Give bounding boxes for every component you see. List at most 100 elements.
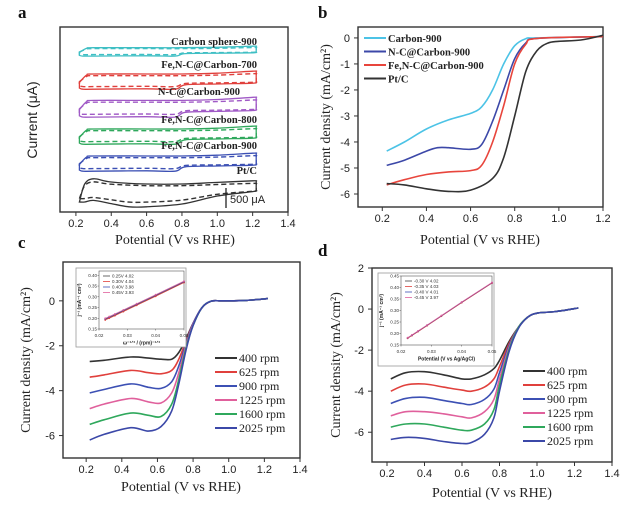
x-tick-label: 0.8 [174,218,189,230]
panel-letter: b [318,3,327,22]
inset-data-point [122,308,125,311]
x-tick-label: 0.2 [79,464,94,476]
cv-loop-solid [78,96,258,119]
inset-data-point [104,319,107,321]
inset-y-tick-label: 0.25 [88,305,97,310]
inset-y-tick-label: 0.20 [88,316,97,321]
inset-data-point [426,324,428,326]
y-tick-label: 2 [358,263,364,275]
y-tick-label: -2 [354,345,364,357]
x-tick-label: 0.6 [139,218,154,230]
y-tick-label: -2 [45,341,55,353]
x-tick-label: 0.8 [507,213,522,225]
legend-label: 900 rpm [239,379,280,393]
panel-b-lsv-plot: 0.2 0.4 0.6 0.8 1.0 1.2 0 -1 -2 -3 -4 -5 -6 Potential… [318,3,611,248]
x-tick-label: 0.6 [150,464,165,476]
inset-y-tick-label: 0.15 [88,327,97,332]
x-tick-label: 0.4 [417,468,432,480]
x-axis-label: Potential (V vs RHE) [121,480,241,495]
inset-y-tick-label: 0.30 [88,294,97,299]
legend-label: N-C@Carbon-900 [388,48,470,59]
inset-data-point [108,317,111,320]
legend-label: 2025 rpm [239,421,286,435]
y-axis-label: Current density (mA/cm²) [329,292,344,438]
legend-label: 1225 rpm [239,393,286,407]
inset-legend-label: -0.35 V 4.03 [414,284,439,289]
cv-loop-dashed [78,46,258,56]
inset-legend-label: -0.30 V 4.02 [414,279,439,284]
inset-data-point [417,330,419,332]
x-tick-label: 1.0 [551,213,566,225]
panel-a-cv-plot: 0.2 0.4 0.6 0.8 1.0 1.2 1.4 Potential (V vs RHE… [18,3,296,248]
x-tick-label: 1.4 [280,218,295,230]
inset-data-point [104,317,107,320]
inset-frame [98,270,185,330]
series-label: Fe,N-C@Carbon-700 [161,60,257,71]
inset-x-tick-label: 0.02 [95,333,104,338]
y-tick-label: 0 [49,296,55,308]
plot-frame [371,267,613,463]
series-label: N-C@Carbon-900 [158,87,240,98]
inset-y-tick-label: 0.35 [390,297,399,302]
inset-legend-label: -0.45 V 3.97 [414,295,439,300]
cv-loop-dashed [78,127,258,143]
x-tick-label: 0.2 [68,218,83,230]
cv-loop-solid [78,45,258,57]
inset-y-tick-label: 0.35 [88,284,97,289]
cv-loop-dashed [78,99,258,116]
x-tick-label: 0.8 [185,464,200,476]
series-label: Fe,N-C@Carbon-800 [161,115,257,126]
legend-label: 625 rpm [239,365,280,379]
x-axis-label: Potential (V vs RHE) [115,233,235,248]
x-tick-label: 0.2 [375,213,390,225]
y-axis-label: Current density (mA/cm²) [319,44,334,190]
inset-legend-label: 0.40V 3.98 [112,285,134,290]
inset-data-point [122,310,125,313]
series-line [386,35,604,152]
plot-frame [357,26,604,208]
scale-bar-label: 500 μA [230,194,266,206]
inset-data-point [154,293,157,296]
inset-data-point [183,280,185,282]
panel-letter: d [318,241,328,260]
inset-plot: 0.02 0.03 0.04 0.05 0.15 0.20 0.25 0.30 0.35 0.40… [75,267,189,348]
legend-label: 625 rpm [547,378,588,392]
inset-x-tick-label: 0.03 [427,349,436,354]
x-tick-label: 1.2 [595,213,610,225]
x-tick-label: 1.4 [292,464,307,476]
x-tick-label: 0.4 [114,464,129,476]
panel-letter: a [18,3,27,22]
inset-x-tick-label: 0.03 [123,333,132,338]
y-tick-label: -6 [354,427,364,439]
legend-label: 400 rpm [547,364,588,378]
y-tick-label: -4 [354,386,364,398]
x-tick-label: 0.6 [454,468,469,480]
x-axis-label: Potential (V vs RHE) [432,486,552,501]
legend-label: Fe,N-C@Carbon-900 [388,61,484,72]
x-tick-label: 0.2 [379,468,394,480]
cv-loop-dashed [78,154,258,170]
inset-y-tick-label: 0.30 [390,308,399,313]
y-tick-label: 0 [344,33,350,45]
inset-x-tick-label: 0.05 [180,333,189,338]
inset-data-point [154,295,157,298]
inset-y-tick-label: 0.25 [390,320,399,325]
y-tick-label: 0 [358,304,364,316]
inset-legend-label: -0.40 V 4.01 [414,290,439,295]
inset-data-point [406,336,409,339]
inset-y-tick-label: 0.20 [390,331,399,336]
x-tick-label: 1.0 [221,464,236,476]
inset-data-point [135,302,138,305]
inset-y-tick-label: 0.40 [390,285,399,290]
inset-data-point [491,281,493,284]
x-tick-label: 1.4 [604,468,619,480]
inset-x-tick-label: 0.05 [488,349,497,354]
x-tick-label: 1.2 [567,468,582,480]
inset-data-point [460,301,463,303]
legend-label: 1600 rpm [239,407,286,421]
cv-loop-dashed [78,181,258,204]
inset-y-axis-label: j⁻¹ (mA⁻¹ cm²) [77,283,83,317]
x-tick-label: 0.4 [419,213,434,225]
legend-label: 1600 rpm [547,420,594,434]
